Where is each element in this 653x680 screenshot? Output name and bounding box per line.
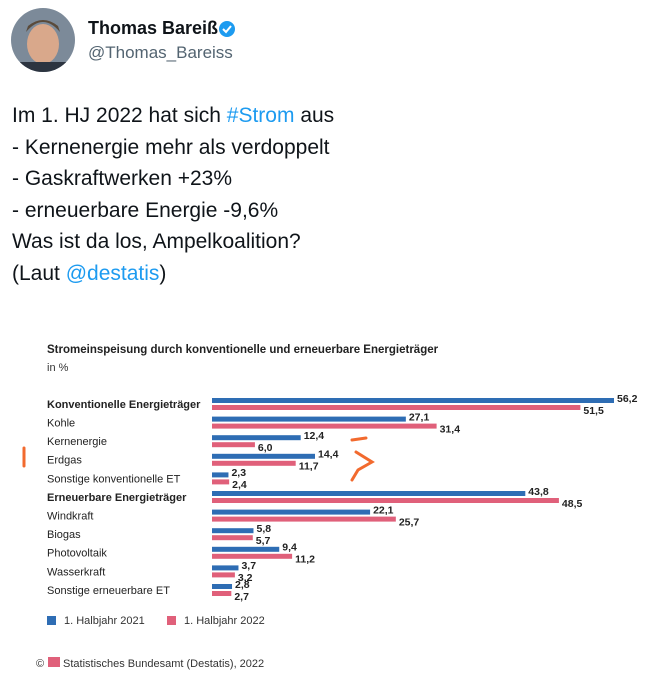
value-label: 9,4 <box>282 542 297 554</box>
category-label: Sonstige erneuerbare ET <box>47 585 170 597</box>
value-label: 25,7 <box>399 516 420 528</box>
bar <box>212 398 614 403</box>
value-label: 3,2 <box>238 572 253 584</box>
value-label: 2,3 <box>231 467 246 479</box>
value-label: 2,7 <box>234 591 249 603</box>
source: Statistisches Bundesamt (Destatis), 2022 <box>63 658 264 670</box>
category-label: Sonstige konventionelle ET <box>47 473 181 485</box>
link[interactable]: @destatis <box>65 261 160 285</box>
value-label: 51,5 <box>583 405 604 417</box>
value-label: 43,8 <box>528 486 549 498</box>
category-label: Erdgas <box>47 455 82 467</box>
bar <box>212 435 301 441</box>
bar <box>212 491 526 496</box>
category-label: Konventionelle Energieträger <box>47 399 201 411</box>
text-segment: ) <box>159 261 167 285</box>
text-line: - Gaskraftwerken +23% <box>12 163 334 195</box>
value-label: 6,0 <box>258 442 273 454</box>
bar <box>212 416 406 422</box>
text-segment: (Laut <box>12 261 60 285</box>
legend-label: 1. Halbjahr 2022 <box>184 615 265 627</box>
value-label: 3,7 <box>241 560 256 572</box>
handle[interactable]: @Thomas_Bareiss <box>88 43 233 62</box>
bar <box>212 509 371 515</box>
bar <box>212 442 255 448</box>
source-logo <box>48 657 60 667</box>
text-line: (Laut @destatis) <box>12 258 334 290</box>
copyright: © <box>36 658 44 670</box>
bar <box>212 498 559 503</box>
chart-title: Stromeinspeisung durch konventionelle un… <box>47 344 439 356</box>
legend-label: 1. Halbjahr 2021 <box>64 615 145 627</box>
bar <box>212 546 280 552</box>
bar <box>212 479 230 485</box>
bar <box>212 528 254 534</box>
display-name[interactable]: Thomas Bareiß <box>88 18 219 38</box>
text-segment: - Gaskraftwerken +23% <box>12 167 233 191</box>
value-label: 14,4 <box>318 449 339 461</box>
value-label: 11,2 <box>295 554 315 566</box>
category-label: Windkraft <box>47 511 93 523</box>
category-label: Kernenergie <box>47 436 107 448</box>
bar <box>212 460 296 466</box>
bar <box>212 405 581 410</box>
text-line: - Kernenergie mehr als verdoppelt <box>12 132 334 164</box>
bar <box>212 553 293 559</box>
text-line: Im 1. HJ 2022 hat sich #Strom aus <box>12 100 334 132</box>
text-segment: - Kernenergie mehr als verdoppelt <box>12 135 330 159</box>
category-label: Wasserkraft <box>47 566 105 578</box>
bar <box>212 572 235 578</box>
text-segment: Was ist da los, Ampelkoalition? <box>12 230 301 254</box>
bar <box>212 453 316 459</box>
bar <box>212 423 437 429</box>
legend-swatch <box>167 616 176 625</box>
value-label: 2,8 <box>235 579 250 591</box>
bar <box>212 565 239 571</box>
text-segment: - erneuerbare Energie -9,6% <box>12 198 279 222</box>
verified-badge <box>219 21 235 37</box>
value-label: 11,7 <box>299 461 319 473</box>
value-label: 2,4 <box>232 479 247 491</box>
category-label: Photovoltaik <box>47 548 107 560</box>
category-label: Erneuerbare Energieträger <box>47 492 187 504</box>
value-label: 5,7 <box>256 535 271 547</box>
value-label: 5,8 <box>256 523 271 535</box>
bar <box>212 584 233 589</box>
bar <box>212 516 396 522</box>
value-label: 48,5 <box>562 498 583 510</box>
tweet-text: Im 1. HJ 2022 hat sich #Strom aus - Kerne… <box>12 100 334 290</box>
text-segment: Im 1. HJ 2022 hat sich <box>12 104 221 127</box>
avatar[interactable] <box>11 8 75 76</box>
text-segment: aus <box>300 104 335 127</box>
text-line: - erneuerbare Energie -9,6% <box>12 195 334 227</box>
scribble <box>22 436 375 482</box>
value-label: 56,2 <box>617 393 638 405</box>
text-line: Was ist da los, Ampelkoalition? <box>12 226 334 258</box>
value-label: 12,4 <box>304 430 325 442</box>
legend-swatch <box>47 616 56 625</box>
chart-subtitle: in % <box>47 362 69 374</box>
link[interactable]: #Strom <box>226 104 295 127</box>
value-label: 22,1 <box>373 504 394 516</box>
bar <box>212 535 253 541</box>
value-label: 27,1 <box>409 411 430 423</box>
category-label: Kohle <box>47 418 75 430</box>
bar <box>212 591 232 596</box>
bar <box>212 472 229 478</box>
category-label: Biogas <box>47 529 81 541</box>
value-label: 31,4 <box>440 423 461 435</box>
